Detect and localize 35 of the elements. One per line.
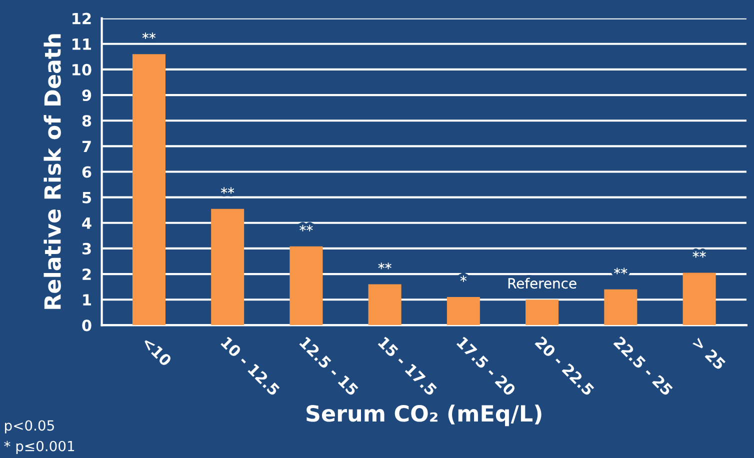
y-tick-label: 1 <box>83 294 92 306</box>
data-label: ** <box>614 268 628 274</box>
y-tick-label: 5 <box>82 192 91 204</box>
data-label: Reference <box>508 278 576 289</box>
data-label: ** <box>221 187 234 194</box>
bar <box>290 246 323 326</box>
bar <box>368 284 402 326</box>
data-label: ** <box>300 224 313 232</box>
y-tick-label: 3 <box>82 242 91 254</box>
bar <box>604 289 638 326</box>
y-tick-label: 8 <box>82 115 92 127</box>
y-tick-label: 10 <box>72 64 92 76</box>
bar <box>211 208 244 326</box>
y-tick-label: 6 <box>82 166 92 178</box>
y-tick-label: 0 <box>82 320 92 332</box>
x-tick-label: <10 <box>142 336 172 367</box>
y-tick-label: 11 <box>72 38 92 50</box>
y-tick-label: 9 <box>82 90 92 102</box>
bar <box>132 54 166 326</box>
data-label: * <box>460 276 466 282</box>
y-tick-label: 4 <box>82 218 92 229</box>
y-tick-label: 12 <box>72 12 91 24</box>
data-label: ** <box>142 32 156 39</box>
bar <box>526 300 559 326</box>
y-axis-title: Relative Risk of Death <box>44 34 61 309</box>
text: * p≤0.001 <box>4 440 74 454</box>
y-tick-label: 2 <box>82 268 91 280</box>
data-label: ** <box>378 262 392 270</box>
bar <box>682 272 716 326</box>
y-tick-label: 7 <box>82 140 91 152</box>
x-axis-title: Serum CO₂ (mEq/L) <box>306 404 542 426</box>
text: p<0.05 <box>5 420 54 434</box>
data-label: ** <box>692 251 706 258</box>
bar <box>446 297 480 326</box>
x-tick-label: > 25 <box>692 336 726 370</box>
